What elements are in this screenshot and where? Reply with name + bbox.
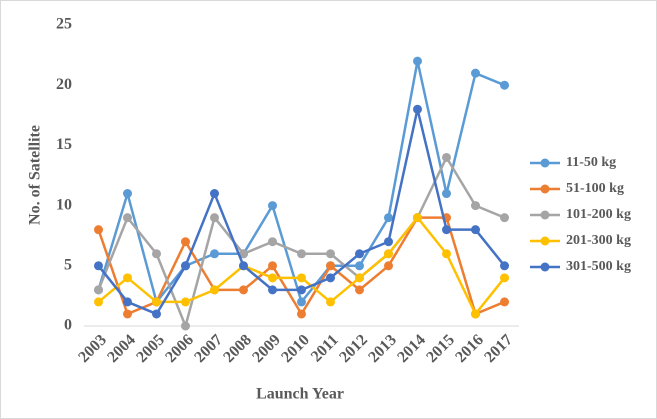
data-point [94, 225, 103, 235]
data-point [297, 285, 306, 295]
legend-marker [540, 184, 550, 194]
data-point [297, 309, 306, 319]
legend-marker [540, 236, 550, 246]
data-point [442, 249, 451, 259]
y-tick-label: 10 [56, 196, 72, 213]
legend-label: 51-100 kg [566, 181, 624, 196]
data-point [500, 297, 509, 307]
data-point [384, 213, 393, 223]
data-point [297, 273, 306, 283]
data-point [239, 285, 248, 295]
data-point [94, 261, 103, 271]
data-point [442, 152, 451, 162]
data-point [152, 249, 161, 259]
data-point [123, 297, 132, 307]
data-point [239, 249, 248, 259]
data-point [355, 261, 364, 271]
legend-label: 301-500 kg [566, 259, 631, 274]
data-point [500, 261, 509, 271]
legend-label: 101-200 kg [566, 207, 631, 222]
data-point [181, 321, 190, 331]
data-point [181, 297, 190, 307]
data-point [210, 285, 219, 295]
data-point [471, 309, 480, 319]
data-point [326, 249, 335, 259]
data-point [94, 297, 103, 307]
data-point [471, 225, 480, 235]
x-axis-label: Launch Year [256, 386, 344, 403]
data-point [413, 56, 422, 66]
data-point [152, 297, 161, 307]
data-point [181, 261, 190, 271]
data-point [123, 213, 132, 223]
data-point [152, 309, 161, 319]
data-point [355, 273, 364, 283]
data-point [210, 249, 219, 259]
data-point [471, 68, 480, 78]
data-point [326, 273, 335, 283]
data-point [413, 213, 422, 223]
y-tick-label: 15 [56, 136, 72, 153]
data-point [268, 285, 277, 295]
data-point [442, 189, 451, 199]
data-point [210, 213, 219, 223]
y-tick-label: 25 [56, 16, 72, 33]
data-point [123, 309, 132, 319]
data-point [384, 237, 393, 247]
data-point [500, 273, 509, 283]
data-point [471, 201, 480, 211]
y-tick-label: 20 [56, 76, 72, 93]
data-point [500, 80, 509, 90]
data-point [297, 249, 306, 259]
y-axis-label: No. of Satellite [27, 125, 44, 225]
data-point [181, 237, 190, 247]
data-point [442, 225, 451, 235]
data-point [94, 285, 103, 295]
data-point [268, 273, 277, 283]
data-point [326, 297, 335, 307]
legend-label: 201-300 kg [566, 233, 631, 248]
data-point [239, 261, 248, 271]
data-point [210, 189, 219, 199]
y-tick-label: 0 [64, 317, 72, 334]
data-point [326, 261, 335, 271]
data-point [413, 104, 422, 114]
data-point [384, 261, 393, 271]
legend-marker [540, 262, 550, 272]
data-point [355, 285, 364, 295]
data-point [297, 297, 306, 307]
data-point [500, 213, 509, 223]
legend-label: 11-50 kg [566, 155, 616, 170]
data-point [268, 261, 277, 271]
data-point [355, 249, 364, 259]
data-point [123, 273, 132, 283]
data-point [123, 189, 132, 199]
data-point [268, 237, 277, 247]
legend-marker [540, 210, 550, 220]
data-point [268, 201, 277, 211]
data-point [384, 249, 393, 259]
legend-marker [540, 158, 550, 168]
y-tick-label: 5 [64, 256, 72, 273]
